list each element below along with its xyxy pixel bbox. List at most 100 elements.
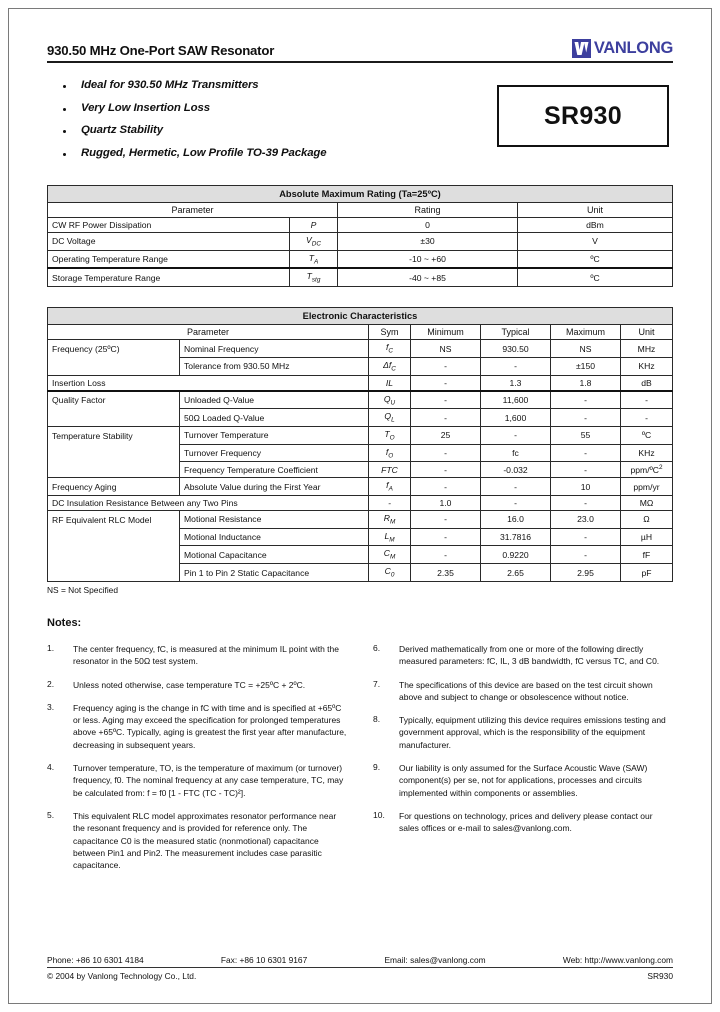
cell-min: -	[410, 374, 481, 392]
table-row: Tolerance from 930.50 MHz ΔfC - - ±150 K…	[47, 356, 673, 376]
footer-contact-line: Phone: +86 10 6301 4184 Fax: +86 10 6301…	[47, 955, 673, 968]
note-item: 2. Unless noted otherwise, case temperat…	[47, 679, 347, 691]
cell-typ: 0.9220	[480, 545, 551, 565]
cell-min: -	[410, 510, 481, 529]
cell-parameter: Turnover Frequency	[179, 443, 369, 463]
column-header-parameter: Parameter	[47, 202, 338, 218]
cell-group	[47, 408, 180, 428]
part-number-box: SR930	[497, 85, 669, 147]
cell-unit: KHz	[620, 443, 673, 463]
footer-web[interactable]: Web: http://www.vanlong.com	[562, 955, 673, 965]
cell-symbol: Tstg	[289, 267, 338, 288]
cell-symbol: VDC	[289, 232, 338, 251]
cell-rating: -40 ~ +85	[337, 267, 518, 288]
note-text: The center frequency, fC, is measured at…	[73, 643, 339, 667]
cell-typ: -0.032	[480, 461, 551, 479]
features-section: Ideal for 930.50 MHz Transmitters Very L…	[47, 79, 673, 169]
note-number: 2.	[47, 678, 55, 689]
cell-parameter: Operating Temperature Range	[47, 249, 290, 270]
cell-unit: µH	[620, 527, 673, 547]
column-header-typical: Typical	[480, 324, 551, 341]
cell-max: -	[550, 408, 621, 428]
note-text: For questions on technology, prices and …	[399, 811, 653, 834]
cell-unit: pF	[620, 563, 673, 582]
cell-group	[47, 528, 180, 546]
cell-unit: V	[517, 232, 673, 251]
note-text: Unless noted otherwise, case temperature…	[73, 679, 306, 690]
cell-max: -	[550, 495, 621, 512]
cell-max: -	[550, 545, 621, 565]
note-text: Turnover temperature, TO, is the tempera…	[73, 763, 344, 798]
table-header-row: Parameter Sym Minimum Typical Maximum Un…	[47, 324, 673, 341]
cell-unit: ºC	[517, 267, 673, 288]
table-row: DC Insulation Resistance Between any Two…	[47, 495, 673, 512]
cell-min: 2.35	[410, 563, 481, 582]
cell-unit: -	[620, 390, 673, 410]
cell-symbol: TA	[289, 249, 338, 270]
table-row: Storage Temperature Range Tstg -40 ~ +85…	[47, 267, 673, 288]
cell-symbol: C0	[368, 563, 411, 582]
note-number: 9.	[373, 762, 381, 773]
cell-group: Frequency Aging	[47, 477, 180, 497]
cell-group: Insertion Loss	[47, 374, 369, 392]
cell-group: Quality Factor	[47, 390, 180, 409]
cell-typ: 11,600	[480, 390, 551, 410]
electronic-characteristics-table: Electronic Characteristics Parameter Sym…	[47, 307, 673, 582]
cell-max: 1.8	[550, 374, 621, 392]
footer-copyright: © 2004 by Vanlong Technology Co., Ltd.	[47, 971, 197, 981]
cell-symbol: QL	[368, 408, 411, 428]
page-title: 930.50 MHz One-Port SAW Resonator	[47, 43, 275, 58]
note-item: 1. The center frequency, fC, is measured…	[47, 643, 347, 668]
cell-parameter: CW RF Power Dissipation	[47, 217, 290, 233]
list-item: Quartz Stability	[59, 124, 327, 136]
cell-parameter: Motional Capacitance	[179, 545, 369, 565]
cell-unit: -	[620, 408, 673, 428]
cell-parameter: Motional Resistance	[179, 510, 369, 529]
cell-parameter: Absolute Value during the First Year	[179, 477, 369, 497]
page-footer: Phone: +86 10 6301 4184 Fax: +86 10 6301…	[47, 955, 673, 981]
vanlong-wordmark: VANLONG	[593, 39, 673, 57]
cell-symbol: CM	[368, 545, 411, 565]
cell-unit: fF	[620, 545, 673, 565]
cell-typ: 31.7816	[480, 527, 551, 547]
notes-section: 1. The center frequency, fC, is measured…	[47, 643, 673, 883]
cell-group: RF Equivalent RLC Model	[47, 510, 180, 529]
cell-symbol: FTC	[368, 461, 411, 479]
note-item: 8. Typically, equipment utilizing this d…	[373, 714, 673, 751]
cell-unit: MHz	[620, 339, 673, 358]
footer-phone: Phone: +86 10 6301 4184	[47, 955, 144, 965]
notes-heading: Notes:	[47, 616, 82, 629]
note-text: This equivalent RLC model approximates r…	[73, 811, 337, 871]
note-item: 10. For questions on technology, prices …	[373, 810, 673, 835]
cell-symbol: ΔfC	[368, 356, 411, 376]
cell-typ: -	[480, 477, 551, 497]
table-row: Pin 1 to Pin 2 Static Capacitance C0 2.3…	[47, 563, 673, 582]
note-item: 3. Frequency aging is the change in fC w…	[47, 702, 347, 751]
column-header-sym: Sym	[368, 324, 411, 341]
cell-min: -	[410, 356, 481, 376]
cell-parameter: Motional Inductance	[179, 527, 369, 547]
cell-unit: dBm	[517, 217, 673, 233]
cell-typ: -	[480, 495, 551, 512]
cell-group	[47, 461, 180, 479]
column-header-minimum: Minimum	[410, 324, 481, 341]
cell-min: 25	[410, 426, 481, 445]
list-item: Rugged, Hermetic, Low Profile TO-39 Pack…	[59, 147, 327, 159]
table-row: CW RF Power Dissipation P 0 dBm	[47, 217, 673, 233]
cell-symbol: TO	[368, 426, 411, 445]
table-row: Motional Inductance LM - 31.7816 - µH	[47, 527, 673, 547]
footer-email[interactable]: Email: sales@vanlong.com	[384, 955, 486, 965]
footer-part-number: SR930	[647, 971, 673, 981]
cell-group	[47, 444, 180, 462]
note-text: Typically, equipment utilizing this devi…	[399, 715, 666, 750]
cell-symbol: QU	[368, 390, 411, 410]
cell-unit: ppm/ºC2	[620, 461, 673, 479]
cell-min: -	[410, 461, 481, 479]
table-row: Temperature Stability Turnover Temperatu…	[47, 426, 673, 445]
cell-max: 55	[550, 426, 621, 445]
cell-max: -	[550, 461, 621, 479]
cell-parameter: DC Voltage	[47, 232, 290, 251]
cell-unit: ºC	[517, 249, 673, 270]
cell-rating: -10 ~ +60	[337, 249, 518, 270]
list-item: Very Low Insertion Loss	[59, 102, 327, 114]
